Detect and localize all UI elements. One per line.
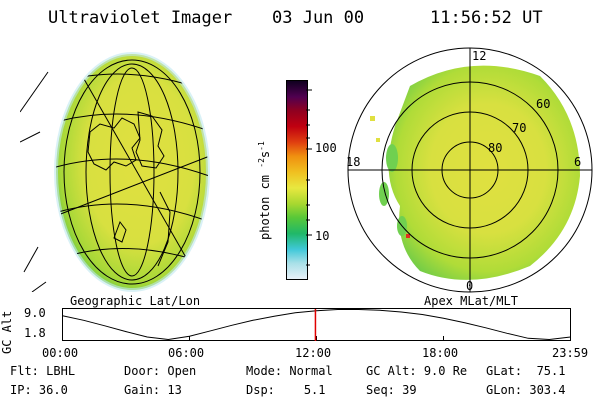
status-ip: IP: 36.0 (10, 383, 68, 397)
chart-xtick-3: 18:00 (422, 346, 459, 360)
mlt-label-0: 0 (466, 279, 473, 293)
observation-date: 03 Jun 00 (272, 8, 365, 28)
status-filter: Flt: LBHL (10, 364, 76, 378)
chart-ytick-bottom: 1.8 (24, 326, 46, 340)
altitude-chart (62, 308, 571, 341)
mlt-label-12: 12 (472, 49, 486, 63)
observation-time: 11:56:52 UT (430, 8, 543, 28)
chart-xtick-2: 12:00 (295, 346, 332, 360)
status-glon: GLon: 303.4 (486, 383, 566, 397)
geographic-image (20, 52, 210, 292)
left-panel-caption: Geographic Lat/Lon (70, 294, 201, 308)
colorbar-tick-100: 100 (315, 141, 337, 155)
mlt-label-18: 18 (346, 155, 360, 169)
colorbar-label: photon cm -2s-1 (257, 141, 272, 240)
chart-xtick-0: 00:00 (42, 346, 79, 360)
status-seq: Seq: 39 (366, 383, 417, 397)
mlt-label-6: 6 (574, 155, 581, 169)
lat-label-80: 80 (488, 141, 502, 155)
status-glat: GLat: 75.1 (486, 364, 566, 378)
chart-xtick-1: 06:00 (168, 346, 205, 360)
chart-xtick-4: 23:59 (552, 346, 589, 360)
chart-frame (62, 308, 571, 341)
status-door: Door: Open (124, 364, 197, 378)
chart-ytick-top: 9.0 (24, 306, 46, 320)
altitude-line (62, 309, 571, 341)
chart-ylabel: GC Alt (0, 310, 14, 354)
lat-label-70: 70 (512, 121, 526, 135)
status-gain: Gain: 13 (124, 383, 182, 397)
status-mode: Mode: Normal (246, 364, 333, 378)
lat-label-60: 60 (536, 97, 550, 111)
colorbar-tick-10: 10 (315, 229, 330, 243)
instrument-title: Ultraviolet Imager (48, 8, 233, 28)
status-gc-alt: GC Alt: 9.0 Re (366, 364, 468, 378)
apex-polar-image: 12 18 6 0 60 70 80 (346, 47, 593, 293)
colorbar (286, 80, 308, 280)
right-panel-caption: Apex MLat/MLT (424, 294, 518, 308)
colorbar-ticks (306, 89, 312, 266)
status-dsp: Dsp: 5.1 (246, 383, 326, 397)
